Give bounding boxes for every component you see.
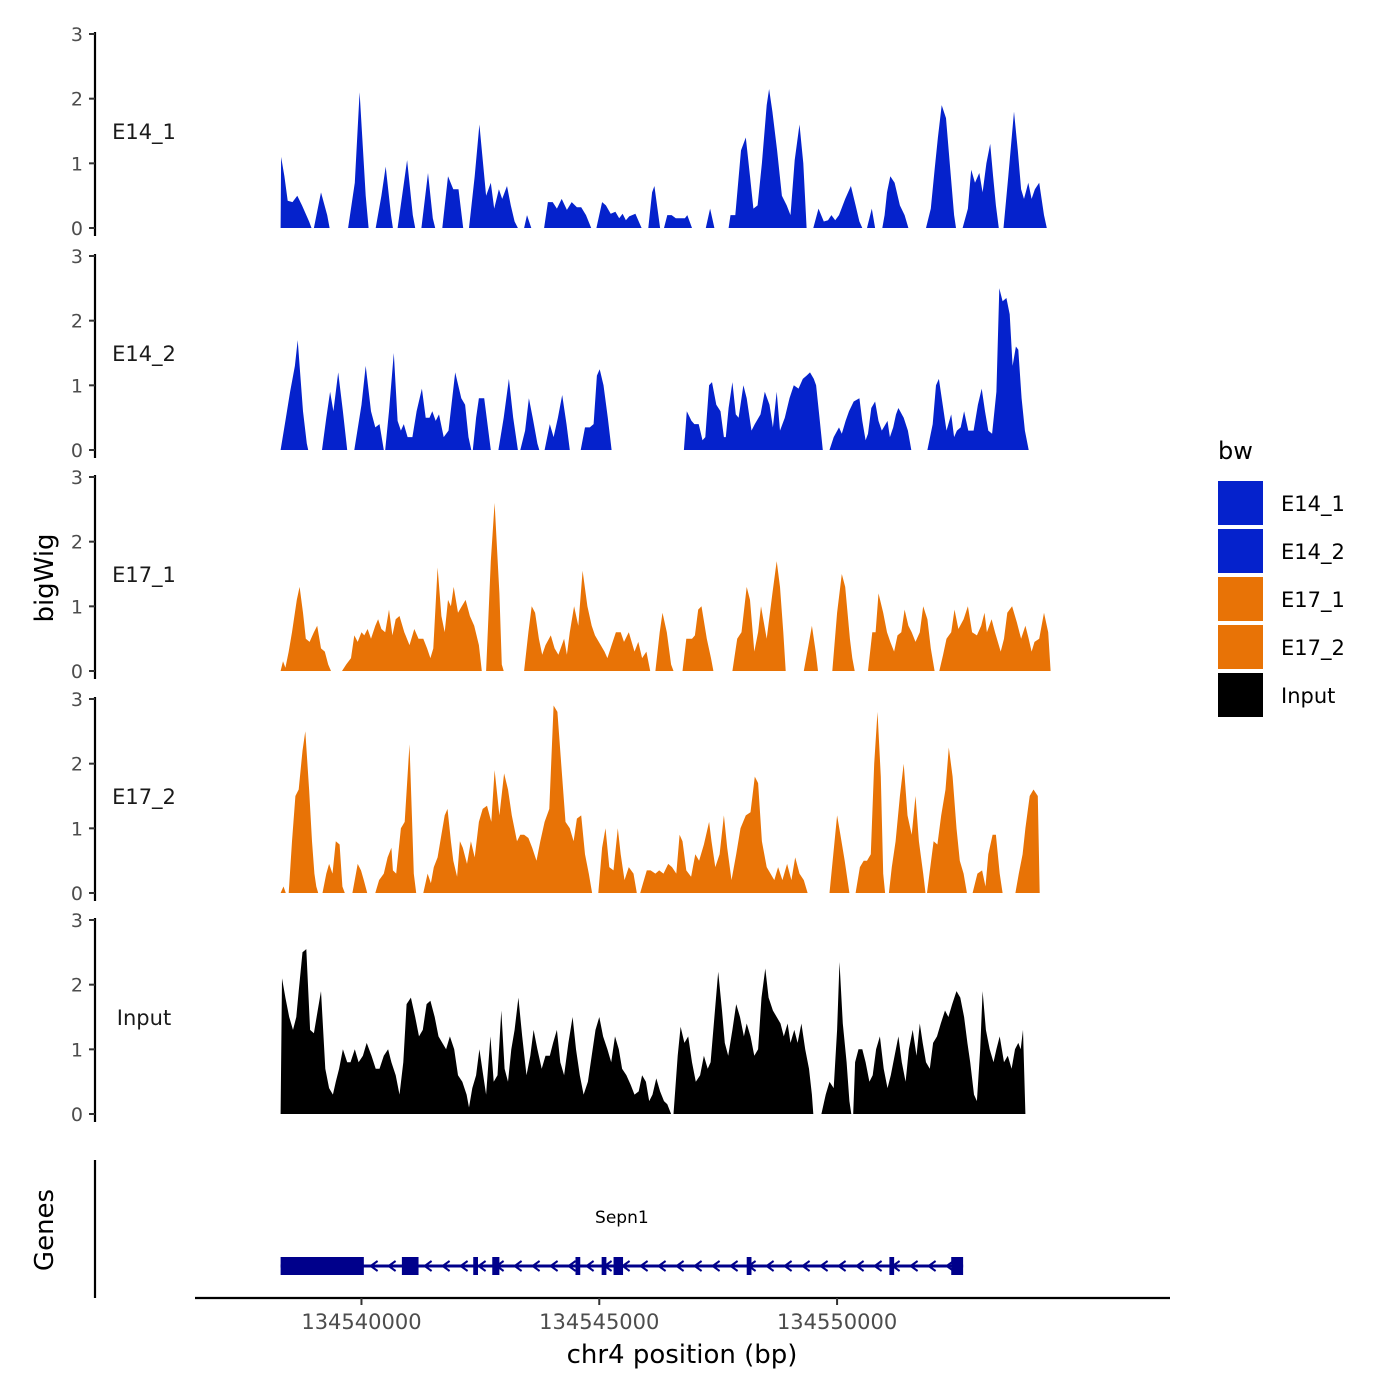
y-tick-label: 1	[71, 1039, 83, 1061]
gene-exon	[889, 1257, 895, 1275]
strand-arrow	[692, 1260, 703, 1272]
y-tick-label: 0	[71, 218, 83, 240]
strand-arrow	[440, 1260, 451, 1272]
track-E17_1: 0 1 2 3 E17_1	[71, 467, 1051, 683]
x-axis: 134540000 134545000 134550000	[195, 1296, 1170, 1334]
strand-arrow	[386, 1260, 397, 1272]
gene-exon	[575, 1257, 581, 1275]
gene-exon	[492, 1257, 500, 1275]
facet-label-E14_2: E14_2	[112, 342, 176, 367]
legend-label-E17_2: E17_2	[1281, 636, 1345, 661]
y-tick-label: 0	[71, 1104, 83, 1126]
gene-exon	[613, 1257, 624, 1275]
genes-axis-title: Genes	[30, 1189, 60, 1271]
y-tick-label: 1	[71, 596, 83, 618]
gene-track: Sepn1	[93, 1160, 964, 1298]
strand-arrow	[764, 1260, 775, 1272]
track-E14_2: 0 1 2 3 E14_2	[71, 246, 1029, 462]
y-tick-label: 2	[71, 754, 83, 776]
y-tick-label: 2	[71, 975, 83, 997]
legend-key-E14_2	[1218, 529, 1263, 573]
x-axis-title: chr4 position (bp)	[567, 1340, 798, 1370]
y-tick-label: 3	[71, 467, 83, 489]
track-panels: 0 1 2 3 E14_1 0 1 2 3 E14_2 0 1 2 3 E17_1 0 1 2 3 E17_2 0 1 2 3…	[71, 24, 1051, 1126]
strand-arrow	[368, 1260, 379, 1272]
strand-arrow	[476, 1260, 487, 1272]
y-tick-label: 1	[71, 375, 83, 397]
strand-arrow	[872, 1260, 883, 1272]
strand-arrow	[656, 1260, 667, 1272]
strand-arrow	[530, 1260, 541, 1272]
y-tick-label: 3	[71, 246, 83, 268]
strand-arrow	[512, 1260, 523, 1272]
strand-arrow	[458, 1260, 469, 1272]
strand-arrow	[908, 1260, 919, 1272]
y-tick-label: 2	[71, 311, 83, 333]
strand-arrow	[584, 1260, 595, 1272]
gene-exon	[280, 1257, 364, 1275]
facet-label-E17_1: E17_1	[112, 563, 176, 588]
legend-label-E14_2: E14_2	[1281, 540, 1345, 565]
legend-title: bw	[1218, 437, 1253, 465]
track-Input: 0 1 2 3 Input	[71, 910, 1026, 1126]
strand-arrow	[836, 1260, 847, 1272]
facet-label-Input: Input	[117, 1006, 171, 1030]
y-tick-label: 0	[71, 440, 83, 462]
strand-arrow	[926, 1260, 937, 1272]
track-E17_2: 0 1 2 3 E17_2	[71, 689, 1040, 905]
strand-arrow	[566, 1260, 577, 1272]
gene-exon	[473, 1257, 478, 1275]
strand-arrow	[710, 1260, 721, 1272]
area-E14_2	[280, 288, 1029, 450]
facet-label-E17_2: E17_2	[112, 785, 176, 810]
strand-arrow	[728, 1260, 739, 1272]
gene-exon	[746, 1257, 752, 1275]
strand-arrow	[638, 1260, 649, 1272]
strand-arrow	[422, 1260, 433, 1272]
y-tick-label: 2	[71, 89, 83, 111]
y-tick-label: 1	[71, 818, 83, 840]
area-E14_1	[280, 89, 1047, 228]
facet-label-E14_1: E14_1	[112, 120, 176, 145]
y-tick-label: 2	[71, 532, 83, 554]
gene-exon	[601, 1257, 607, 1275]
y-axis-title: bigWig	[30, 533, 60, 622]
y-tick-label: 0	[71, 883, 83, 905]
legend-key-Input	[1218, 673, 1263, 717]
y-tick-label: 3	[71, 24, 83, 46]
area-E17_2	[280, 705, 1040, 893]
y-tick-label: 3	[71, 910, 83, 932]
y-tick-label: 1	[71, 153, 83, 175]
legend-key-E17_1	[1218, 577, 1263, 621]
strand-arrow	[548, 1260, 559, 1272]
strand-arrow	[854, 1260, 865, 1272]
area-E17_1	[280, 502, 1051, 671]
y-tick-label: 3	[71, 689, 83, 711]
strand-arrow	[674, 1260, 685, 1272]
x-tick-label: 134550000	[777, 1310, 897, 1334]
legend-label-E17_1: E17_1	[1281, 588, 1345, 613]
strand-arrow	[818, 1260, 829, 1272]
legend: bw E14_1 E14_2 E17_1 E17_2 Input	[1218, 437, 1345, 717]
gene-exon	[401, 1257, 419, 1275]
strand-arrow	[800, 1260, 811, 1272]
strand-arrow	[782, 1260, 793, 1272]
y-tick-label: 0	[71, 661, 83, 683]
gene-label: Sepn1	[595, 1208, 649, 1228]
area-Input	[280, 949, 1026, 1114]
gene-exon	[951, 1257, 964, 1275]
x-tick-label: 134545000	[539, 1310, 659, 1334]
legend-key-E17_2	[1218, 625, 1263, 669]
track-E14_1: 0 1 2 3 E14_1	[71, 24, 1047, 240]
legend-label-Input: Input	[1281, 684, 1335, 708]
legend-label-E14_1: E14_1	[1281, 492, 1345, 517]
x-tick-label: 134540000	[301, 1310, 421, 1334]
legend-key-E14_1	[1218, 481, 1263, 525]
